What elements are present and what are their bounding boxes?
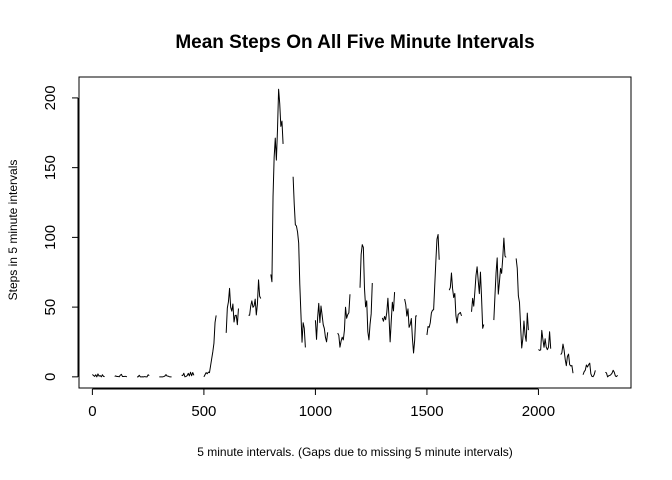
x-tick-label: 1000	[299, 403, 332, 420]
y-tick-label: 50	[42, 299, 59, 316]
series-steps	[92, 88, 618, 378]
series-segment	[314, 302, 329, 343]
plot-frame	[78, 76, 632, 389]
y-tick-label: 200	[42, 85, 59, 110]
series-segment	[181, 371, 195, 378]
series-segment	[248, 279, 262, 316]
y-tick-label: 0	[42, 373, 59, 381]
x-tick-label: 1500	[410, 403, 443, 420]
series-segment	[582, 362, 596, 378]
series-segment	[471, 266, 485, 329]
series-segment	[493, 237, 507, 321]
series-segment	[159, 374, 172, 378]
y-axis-label: Steps in 5 minute intervals	[6, 160, 20, 301]
series-segment	[359, 244, 373, 341]
series-segment	[136, 374, 150, 378]
series-segment	[448, 272, 462, 324]
y-tick-label: 100	[42, 225, 59, 250]
series-segment	[426, 233, 440, 336]
x-axis: 0 500 1000 1500 2000	[88, 388, 555, 420]
series-segment	[605, 369, 618, 378]
x-axis-label: 5 minute intervals. (Gaps due to missing…	[197, 445, 512, 459]
series-segment	[203, 315, 217, 378]
series-segment	[337, 294, 351, 348]
series-segment	[538, 329, 552, 351]
series-segment	[404, 298, 418, 354]
x-tick-label: 2000	[522, 403, 555, 420]
x-tick-label: 500	[191, 403, 216, 420]
series-segment	[92, 373, 105, 378]
x-tick-label: 0	[88, 403, 96, 420]
series-segment	[270, 88, 284, 283]
series-segment	[381, 292, 396, 343]
series-segment	[114, 373, 128, 378]
series-segment	[560, 343, 574, 374]
chart-title: Mean Steps On All Five Minute Intervals	[175, 32, 534, 53]
series-segment	[225, 287, 239, 333]
y-tick-label: 150	[42, 155, 59, 180]
series-segment	[515, 258, 529, 349]
series-segment	[292, 176, 306, 348]
y-axis: 0 50 100 150 200	[42, 85, 79, 381]
